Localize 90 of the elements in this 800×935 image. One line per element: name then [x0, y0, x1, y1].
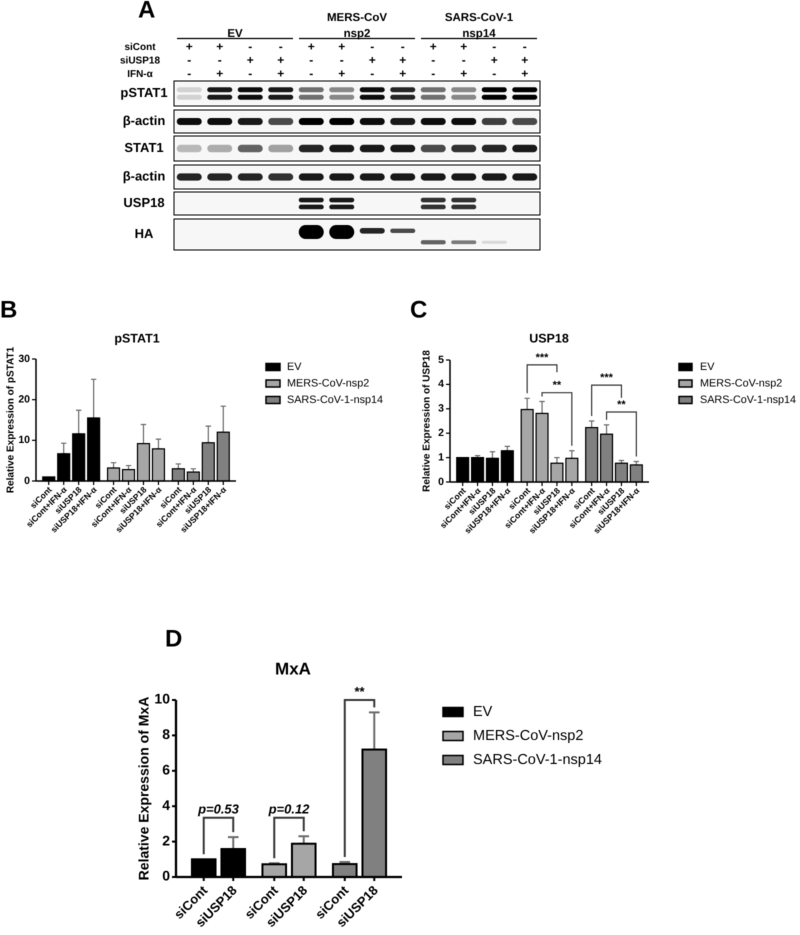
y-axis-title: Relative Expression of USP18: [422, 350, 433, 492]
category-label: siUSP18: [120, 56, 160, 67]
text: -: [218, 53, 222, 68]
text: -: [492, 66, 496, 81]
text: -: [370, 40, 374, 54]
y-tick-label: 30: [18, 352, 30, 365]
legend-label: MERS-CoV-nsp2: [473, 728, 584, 744]
category-label: siCont: [124, 42, 156, 54]
text: SARS-CoV-1 nsp14: [444, 12, 514, 40]
text: -: [370, 66, 374, 81]
y-tick-label: 8: [162, 726, 170, 742]
text: -: [522, 40, 527, 54]
legend-label: MERS-CoV-nsp2: [700, 377, 782, 390]
text: B: [0, 296, 18, 324]
text: +: [216, 66, 224, 81]
text: -: [278, 40, 283, 54]
legend-label: EV: [473, 704, 493, 720]
text: -: [431, 66, 436, 81]
legend-label: SARS-CoV-1-nsp14: [700, 394, 796, 406]
text: +: [277, 53, 284, 68]
y-tick-label: 20: [18, 393, 30, 406]
text: -: [309, 53, 314, 68]
text: +: [308, 40, 315, 54]
text: -: [431, 53, 436, 68]
y-axis-title: Relative Expression of MxA: [136, 696, 152, 880]
legend-label: EV: [700, 360, 716, 373]
text: +: [216, 40, 224, 54]
legend-label: SARS-CoV-1-nsp14: [287, 394, 384, 406]
chart-title: pSTAT1: [114, 331, 160, 346]
y-tick-label: 4: [438, 378, 444, 390]
text: +: [430, 40, 437, 54]
legend-label: MERS-CoV-nsp2: [287, 377, 370, 390]
y-tick-label: 3: [438, 402, 444, 415]
y-tick-label: 6: [162, 762, 170, 778]
category-label: STAT1: [124, 140, 164, 155]
y-tick-label: 1: [438, 451, 444, 464]
text: +: [521, 53, 528, 68]
y-tick-label: 0: [438, 476, 444, 488]
text: +: [460, 66, 468, 81]
y-axis-title: Relative Expression of pSTAT1: [6, 346, 17, 494]
text: -: [400, 40, 405, 54]
text: -: [187, 66, 192, 81]
y-tick-label: 0: [24, 474, 30, 487]
legend-label: EV: [287, 360, 302, 373]
legend-label: SARS-CoV-1-nsp14: [473, 752, 602, 768]
y-tick-label: 4: [162, 796, 170, 813]
y-tick-label: 2: [438, 426, 444, 439]
annotation: **: [552, 380, 562, 392]
y-tick-label: 10: [154, 690, 170, 707]
text: D: [165, 625, 182, 652]
chart-title: USP18: [529, 331, 569, 346]
category-label: pSTAT1: [120, 84, 168, 100]
text: -: [187, 53, 192, 68]
annotation: **: [617, 398, 626, 411]
text: +: [277, 66, 284, 81]
text: EV: [227, 28, 243, 40]
category-label: β-actin: [122, 112, 166, 128]
text: +: [246, 53, 254, 68]
text: +: [368, 53, 376, 68]
text: +: [338, 40, 346, 54]
annotation: p=0.12: [268, 802, 310, 817]
text: +: [338, 66, 346, 81]
text: +: [490, 53, 498, 68]
text: -: [340, 53, 344, 68]
category-label: β-actin: [122, 168, 166, 184]
text: -: [492, 40, 496, 54]
text: -: [462, 53, 466, 68]
y-tick-label: 5: [438, 354, 444, 366]
y-tick-label: 10: [18, 434, 30, 446]
annotation: p=0.53: [197, 802, 240, 817]
category-label: HA: [134, 226, 154, 241]
text: **: [354, 684, 366, 699]
text: +: [521, 66, 528, 81]
y-tick-label: 0: [162, 868, 170, 884]
annotation: ***: [536, 352, 550, 364]
chart-title: MxA: [275, 659, 311, 678]
text: -: [248, 40, 252, 54]
text: MERS-CoV nsp2: [326, 12, 388, 40]
text: -: [309, 66, 314, 81]
category-label: IFN-α: [127, 69, 153, 80]
y-tick-label: 2: [162, 832, 170, 848]
annotation: ***: [600, 372, 614, 384]
text: +: [399, 66, 406, 81]
text: C: [410, 296, 428, 324]
text: +: [399, 53, 406, 68]
text: +: [186, 40, 193, 54]
text: -: [248, 66, 252, 81]
text: +: [460, 40, 468, 54]
text: A: [138, 0, 156, 24]
category-label: USP18: [123, 194, 165, 210]
